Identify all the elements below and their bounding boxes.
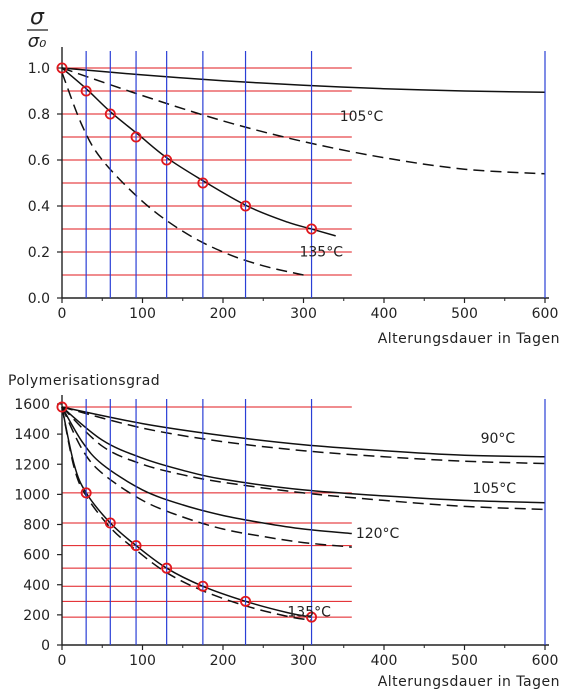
data-marker — [130, 131, 142, 143]
x-tick-label: 200 — [210, 306, 237, 322]
x-tick-label: 0 — [58, 306, 67, 322]
data-marker — [104, 517, 116, 529]
y-tick-label: 1.0 — [28, 61, 50, 77]
y-tick-label: 0.6 — [28, 153, 50, 169]
x-tick-label: 300 — [290, 653, 317, 669]
x-tick-label: 600 — [532, 306, 559, 322]
dashed-series-line — [61, 406, 546, 511]
dashed-series-line — [61, 406, 352, 548]
curve-labels: 90°C 105°C 120°C 135°C — [287, 431, 516, 620]
curve-label: 120°C — [356, 526, 400, 542]
solid-series-line — [61, 406, 546, 504]
axes — [57, 47, 549, 303]
data-marker — [240, 200, 252, 212]
data-marker — [306, 611, 318, 623]
y-tick-label: 1200 — [14, 457, 50, 473]
data-markers — [56, 401, 318, 623]
y-tick-label: 200 — [23, 608, 50, 624]
data-marker — [161, 154, 173, 166]
x-tick-label: 100 — [129, 653, 156, 669]
solid-series-line — [61, 67, 336, 237]
stress-ratio-chart: 0 100 200 300 400 500 600 0.0 0.2 0.4 0.6 0.8 1.0 10… — [27, 5, 560, 347]
x-axis-label: Alterungsdauer in Tagen — [378, 674, 560, 690]
x-tick-label: 600 — [532, 653, 559, 669]
curve-labels: 105°C 135°C — [299, 109, 383, 261]
solid-series-line — [61, 406, 546, 458]
dashed-series-line — [61, 406, 312, 621]
solid-series-line — [61, 406, 312, 618]
y-tick-label: 400 — [23, 578, 50, 594]
x-tick-label: 100 — [129, 306, 156, 322]
curve-label: 105°C — [473, 481, 517, 497]
y-tick-label: 800 — [23, 518, 50, 534]
x-tick-label: 500 — [451, 653, 478, 669]
y-tick-label: 0 — [41, 638, 50, 654]
y-tick-label: 0.0 — [28, 291, 50, 307]
curve-label: 135°C — [287, 604, 331, 620]
data-marker — [56, 401, 68, 413]
polymerisation-chart: 0 100 200 300 400 500 600 0 200 400 600 800 1000 1200… — [8, 373, 560, 690]
series-lines — [61, 406, 546, 621]
series-lines — [61, 67, 546, 276]
x-tick-label: 400 — [371, 306, 398, 322]
y-tick-label: 0.2 — [28, 245, 50, 261]
y-tick-label: 1600 — [14, 397, 50, 413]
x-tick-label: 500 — [451, 306, 478, 322]
x-tick-label: 200 — [210, 653, 237, 669]
x-tick-label: 400 — [371, 653, 398, 669]
solid-series-line — [61, 406, 352, 535]
tick-labels: 0 100 200 300 400 500 600 0.0 0.2 0.4 0.6 0.8 1.0 — [28, 61, 559, 322]
y-tick-label: 1000 — [14, 487, 50, 503]
y-tick-label: 600 — [23, 548, 50, 564]
x-axis-label: Alterungsdauer in Tagen — [378, 331, 560, 347]
y-tick-label: 0.8 — [28, 107, 50, 123]
x-tick-label: 300 — [290, 306, 317, 322]
data-marker — [161, 562, 173, 574]
tick-labels: 0 100 200 300 400 500 600 0 200 400 600 800 1000 1200… — [14, 397, 558, 669]
curve-label: 90°C — [481, 431, 516, 447]
data-marker — [80, 85, 92, 97]
data-marker — [306, 223, 318, 235]
curve-label: 135°C — [299, 245, 343, 261]
y-axis-label: Polymerisationsgrad — [8, 373, 160, 389]
dashed-series-line — [61, 67, 546, 175]
data-marker — [240, 595, 252, 607]
curve-label: 105°C — [340, 109, 384, 125]
blue-guide-lines — [85, 399, 546, 645]
data-marker — [130, 540, 142, 552]
y-axis-label-denominator: σ₀ — [28, 31, 47, 52]
data-marker — [197, 177, 209, 189]
data-marker — [56, 62, 68, 74]
data-marker — [197, 580, 209, 592]
dashed-series-line — [61, 406, 546, 465]
axes — [57, 395, 549, 650]
data-markers — [56, 62, 318, 235]
x-tick-label: 0 — [58, 653, 67, 669]
y-tick-label: 1400 — [14, 427, 50, 443]
y-axis-label-numerator: σ — [30, 5, 45, 30]
blue-guide-lines — [85, 51, 546, 298]
solid-series-line — [61, 67, 546, 93]
data-marker — [80, 487, 92, 499]
dashed-series-line — [61, 72, 304, 276]
y-tick-label: 0.4 — [28, 199, 50, 215]
data-marker — [104, 108, 116, 120]
